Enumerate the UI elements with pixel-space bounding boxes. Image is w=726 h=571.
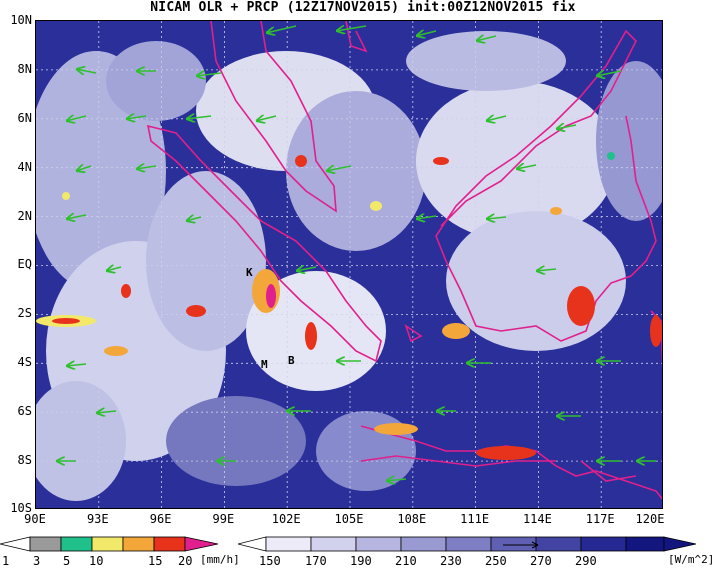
x-label: 120E [635, 512, 665, 526]
precip-tick: 3 [33, 554, 41, 568]
map-panel: K M B [35, 20, 663, 509]
y-label: 2S [17, 306, 32, 320]
precip-unit: [mm/h] [200, 553, 240, 566]
olr-tick: 250 [485, 554, 507, 568]
y-label: EQ [17, 257, 32, 271]
x-label: 117E [585, 512, 615, 526]
precip-colorbar [0, 536, 219, 552]
olr-tick: 230 [440, 554, 462, 568]
precip-tick: 15 [148, 554, 163, 568]
precip-tick: 10 [89, 554, 104, 568]
y-label: 4N [17, 160, 32, 174]
olr-tick: 270 [530, 554, 552, 568]
x-label: 96E [149, 512, 172, 526]
map-canvas: K M B [36, 21, 662, 508]
x-label: 108E [397, 512, 427, 526]
olr-tick: 150 [259, 554, 281, 568]
x-label: 111E [460, 512, 490, 526]
y-label: 8S [17, 453, 32, 467]
precip-tick: 20 [178, 554, 193, 568]
olr-tick: 210 [395, 554, 417, 568]
olr-tick: 190 [350, 554, 372, 568]
x-label: 105E [334, 512, 364, 526]
y-label: 10S [10, 501, 32, 515]
map-title: NICAM OLR + PRCP (12Z17NOV2015) init:00Z… [150, 0, 576, 15]
x-label: 90E [24, 512, 46, 526]
y-label: 6N [17, 111, 32, 125]
marker-k: K [246, 266, 253, 279]
precip-cells [36, 152, 662, 460]
y-label: 10N [10, 13, 32, 27]
y-label: 2N [17, 209, 32, 223]
olr-tick: 170 [305, 554, 327, 568]
x-label: 93E [86, 512, 109, 526]
x-label: 114E [522, 512, 552, 526]
wind-vectors [56, 26, 656, 481]
x-label: 99E [212, 512, 235, 526]
y-label: 6S [17, 404, 32, 418]
x-label: 102E [271, 512, 301, 526]
olr-tick: 290 [575, 554, 597, 568]
y-label: 8N [17, 62, 32, 76]
y-label: 4S [17, 355, 32, 369]
coastlines [146, 21, 662, 500]
precip-tick: 5 [63, 554, 71, 568]
marker-b: B [288, 354, 295, 367]
precip-tick: 1 [2, 554, 10, 568]
olr-colorbar [238, 536, 697, 552]
marker-m: M [261, 358, 268, 371]
olr-unit: [W/m^2] [668, 553, 715, 566]
